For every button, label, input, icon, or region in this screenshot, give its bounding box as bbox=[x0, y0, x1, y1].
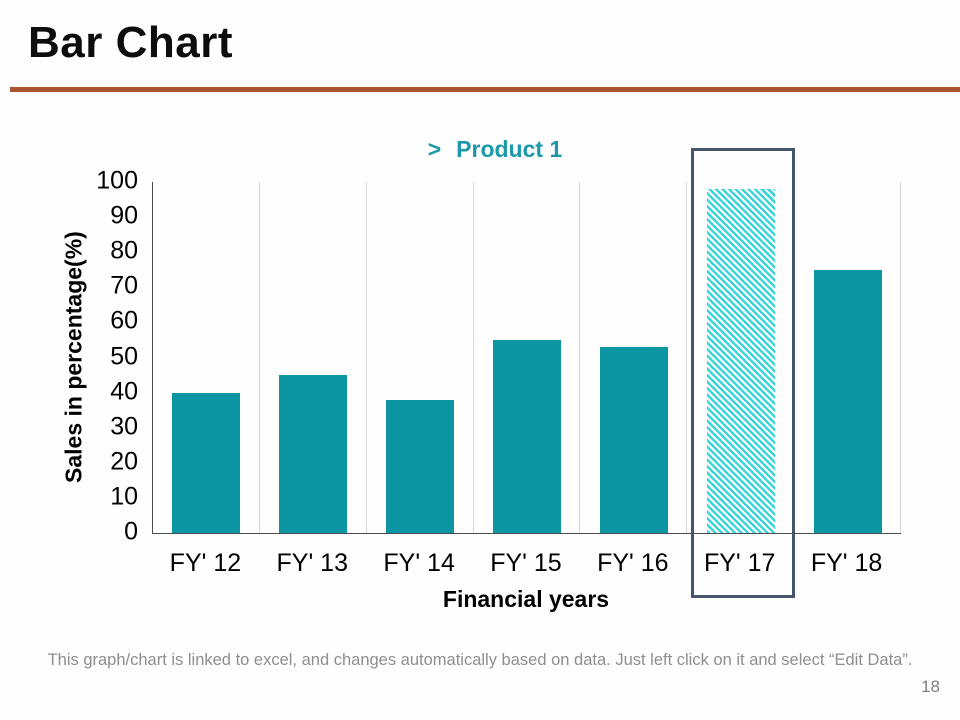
y-tick-label: 100 bbox=[96, 166, 138, 195]
y-tick-label: 60 bbox=[110, 306, 138, 335]
y-tick-label: 10 bbox=[110, 482, 138, 511]
vertical-gridline bbox=[900, 182, 901, 533]
y-tick-label: 80 bbox=[110, 236, 138, 265]
x-tick-label: FY' 14 bbox=[383, 549, 455, 577]
vertical-gridline bbox=[686, 182, 688, 533]
y-tick-label: 30 bbox=[110, 412, 138, 441]
vertical-gridline bbox=[472, 182, 474, 533]
y-tick-label: 20 bbox=[110, 447, 138, 476]
y-tick-label: 70 bbox=[110, 271, 138, 300]
y-tick-label: 50 bbox=[110, 342, 138, 370]
x-tick-label: FY' 12 bbox=[169, 549, 242, 577]
bar[interactable] bbox=[279, 375, 348, 533]
y-axis-labels: 0 10 20 30 40 50 60 70 80 90 100 bbox=[0, 168, 138, 544]
bar[interactable] bbox=[493, 339, 561, 533]
x-tick-label: FY' 15 bbox=[490, 549, 562, 577]
legend-label: Product 1 bbox=[456, 136, 563, 162]
bar-highlighted[interactable] bbox=[706, 189, 775, 533]
x-tick-label: FY' 16 bbox=[597, 549, 669, 577]
bar[interactable] bbox=[813, 269, 882, 533]
highlight-box bbox=[690, 148, 795, 598]
vertical-gridline bbox=[258, 182, 260, 533]
y-tick-label: 0 bbox=[124, 517, 138, 546]
bar[interactable] bbox=[386, 399, 455, 533]
title-underline bbox=[10, 87, 960, 92]
x-tick-label: FY' 13 bbox=[276, 549, 348, 577]
x-axis-title: Financial years bbox=[442, 586, 610, 612]
footer-note: This graph/chart is linked to excel, and… bbox=[47, 651, 913, 669]
y-tick-label: 90 bbox=[110, 201, 138, 230]
x-tick-label: FY' 18 bbox=[810, 549, 883, 577]
bar-chart[interactable]: > Product 1 Sales in percentage(%) 0 10 20 3… bbox=[0, 120, 960, 620]
page-title: Bar Chart bbox=[28, 18, 233, 67]
x-tick-label: FY' 17 bbox=[703, 549, 776, 577]
bar[interactable] bbox=[599, 346, 668, 533]
plot-area[interactable] bbox=[152, 182, 901, 534]
chart-legend: > Product 1 bbox=[152, 136, 900, 163]
vertical-gridline bbox=[579, 182, 581, 533]
y-tick-label: 40 bbox=[110, 377, 138, 406]
x-axis-labels: FY' 12 FY' 13 FY' 14 FY' 15 FY' 16 FY' 17 FY' … bbox=[152, 549, 900, 580]
legend-marker-icon: > bbox=[427, 136, 442, 162]
page-number: 18 bbox=[921, 677, 940, 696]
vertical-gridline bbox=[365, 182, 367, 533]
bar[interactable] bbox=[172, 392, 241, 533]
